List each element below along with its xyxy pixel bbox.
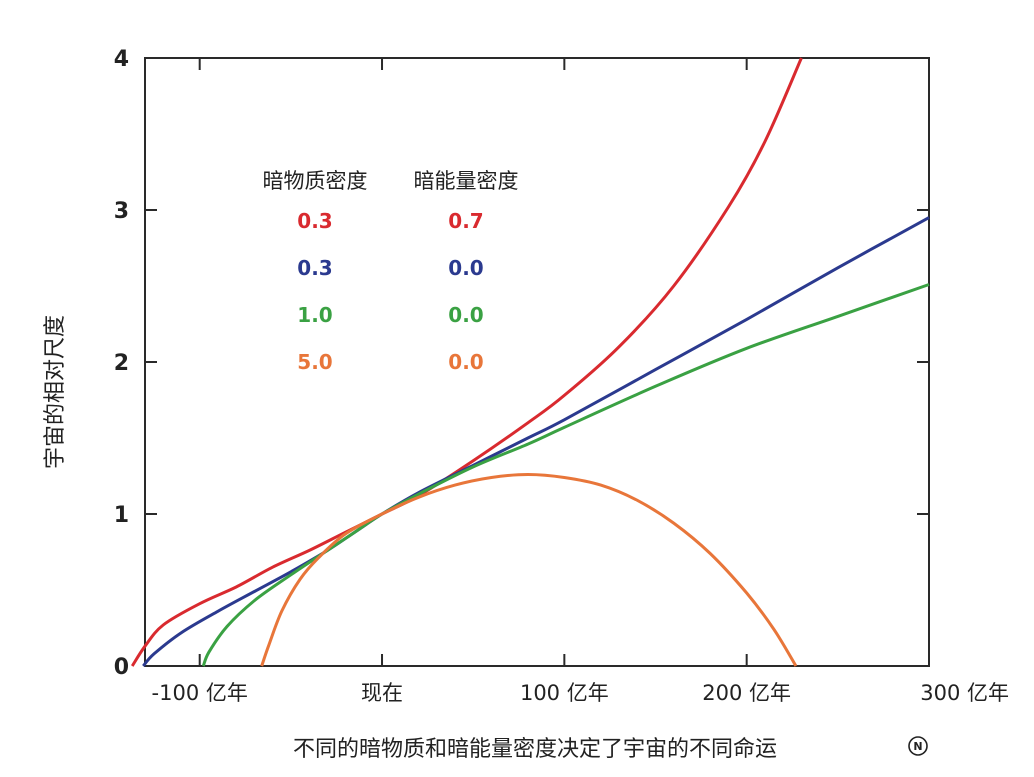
legend-value-matter: 0.3 xyxy=(297,209,332,233)
legend: 暗物质密度 暗能量密度 0.3 0.7 0.3 0.0 1.0 0.0 5.0 0.0 xyxy=(263,169,519,374)
legend-value-matter: 5.0 xyxy=(297,350,332,374)
legend-value-dark-energy: 0.0 xyxy=(448,350,483,374)
series-lines xyxy=(130,57,930,668)
legend-header-dark-energy: 暗能量密度 xyxy=(414,169,519,193)
x-tick-label: 200 亿年 xyxy=(702,681,791,705)
legend-value-matter: 1.0 xyxy=(297,303,332,327)
x-tick-label: 300 亿年 xyxy=(920,681,1009,705)
x-tick-label: 100 亿年 xyxy=(520,681,609,705)
tick-labels: 0 1 2 3 4 -100 亿年 现在 100 亿年 200 亿年 300 亿年 xyxy=(114,47,1009,705)
x-tick-label: 现在 xyxy=(361,681,403,705)
legend-value-dark-energy: 0.7 xyxy=(448,209,483,233)
source-mark-circle xyxy=(908,736,928,756)
y-tick-label: 3 xyxy=(114,199,129,224)
tick-marks xyxy=(145,57,930,667)
legend-header-matter: 暗物质密度 xyxy=(263,169,368,193)
legend-value-dark-energy: 0.0 xyxy=(448,256,483,280)
legend-value-matter: 0.3 xyxy=(297,256,332,280)
y-tick-label: 4 xyxy=(114,47,129,72)
y-axis-label: 宇宙的相对尺度 xyxy=(43,315,68,469)
source-mark-letter: N xyxy=(913,740,922,753)
plot-frame xyxy=(144,57,930,667)
series-line-2 xyxy=(201,283,930,667)
series-line-3 xyxy=(260,473,798,667)
y-tick-label: 0 xyxy=(114,655,129,680)
legend-value-dark-energy: 0.0 xyxy=(448,303,483,327)
x-axis-label: 不同的暗物质和暗能量密度决定了宇宙的不同命运 xyxy=(293,737,777,762)
x-tick-label: -100 亿年 xyxy=(152,681,248,705)
y-tick-label: 1 xyxy=(114,503,129,528)
y-tick-label: 2 xyxy=(114,351,129,376)
source-mark: N xyxy=(908,736,928,756)
